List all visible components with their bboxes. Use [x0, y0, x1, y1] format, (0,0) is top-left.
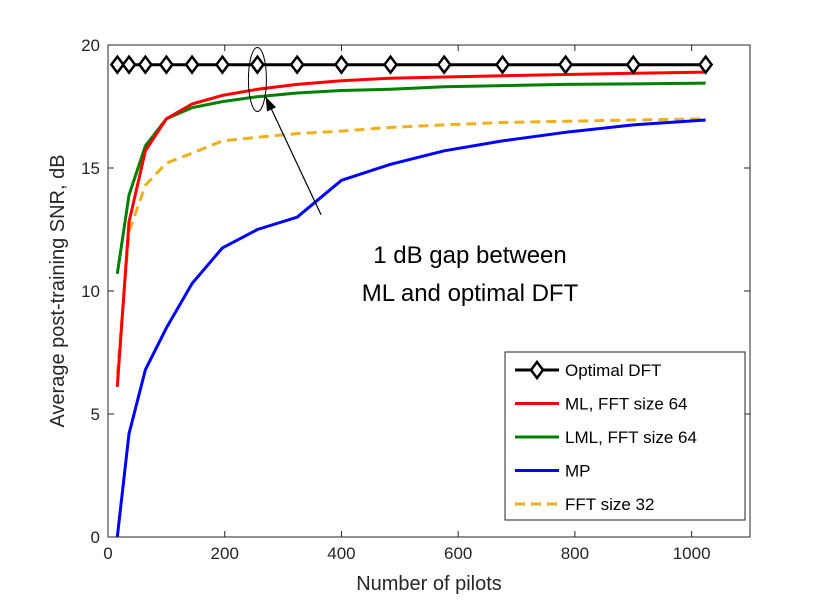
data-point — [333, 54, 350, 75]
annotation-line-2: ML and optimal DFT — [362, 280, 579, 307]
data-point — [137, 54, 153, 75]
data-point — [382, 54, 399, 75]
legend-item: MP — [515, 462, 591, 481]
legend-item: FFT size 32 — [515, 495, 654, 514]
data-point — [289, 54, 305, 75]
x-tick-label: 1000 — [673, 544, 711, 563]
x-tick-label: 400 — [327, 544, 355, 563]
x-tick-label: 200 — [211, 544, 239, 563]
legend-label: LML, FFT size 64 — [565, 428, 697, 447]
annotation-arrow-line — [265, 96, 322, 215]
legend-item: LML, FFT size 64 — [515, 428, 697, 447]
y-tick-label: 5 — [91, 405, 100, 424]
data-point — [184, 54, 200, 75]
annotation: 1 dB gap between ML and optimal DFT — [247, 46, 579, 307]
legend-marker — [529, 359, 545, 381]
x-tick-label: 600 — [444, 544, 472, 563]
axes-box — [107, 44, 751, 538]
y-tick-label: 20 — [81, 36, 100, 55]
series-line — [115, 70, 706, 388]
data-point — [625, 54, 641, 75]
y-tick-label: 15 — [81, 159, 100, 178]
legend-item: ML, FFT size 64 — [515, 395, 688, 414]
legend-label: ML, FFT size 64 — [565, 395, 688, 414]
series-line — [115, 118, 706, 538]
data-point — [494, 54, 511, 75]
series-line — [115, 81, 706, 275]
legend-label: MP — [565, 462, 591, 481]
series-4 — [115, 117, 706, 375]
y-tick-label: 0 — [91, 528, 100, 547]
annotation-line-1: 1 dB gap between — [373, 242, 567, 269]
x-axis-label: Number of pilots — [356, 573, 502, 595]
series-1 — [115, 70, 706, 388]
data-point — [436, 54, 452, 75]
annotation-arrowhead — [265, 96, 277, 112]
data-point — [558, 54, 574, 75]
series-0 — [109, 54, 714, 75]
legend-item: Optimal DFT — [515, 359, 661, 381]
series-line — [115, 117, 706, 375]
x-tick-label: 800 — [561, 544, 589, 563]
data-point — [121, 54, 137, 75]
axes: 0 200 400 600 800 1000 0 5 10 15 20 — [81, 36, 751, 563]
data-point — [214, 54, 230, 75]
x-tick-label: 0 — [103, 544, 112, 563]
data-point — [249, 54, 265, 75]
legend-label: FFT size 32 — [565, 495, 654, 514]
legend: Optimal DFT ML, FFT size 64 LML, FFT size … — [504, 351, 746, 521]
data-point — [698, 54, 714, 75]
y-axis-label: Average post-training SNR, dB — [47, 154, 69, 427]
series-3 — [115, 118, 706, 538]
data-point — [109, 54, 125, 75]
series-layer — [109, 54, 714, 538]
annotation-ellipse — [247, 46, 267, 112]
legend-label: Optimal DFT — [565, 361, 661, 380]
data-point — [158, 54, 174, 75]
series-2 — [115, 81, 706, 275]
y-tick-label: 10 — [81, 282, 100, 301]
